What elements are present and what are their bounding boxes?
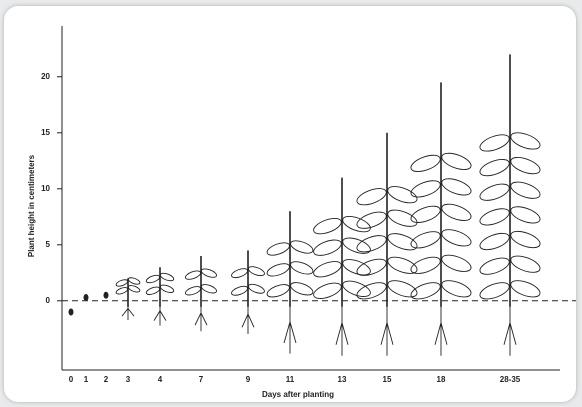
leaf xyxy=(356,258,387,276)
seed xyxy=(83,293,89,301)
roots xyxy=(434,300,448,356)
x-tick-label: 0 xyxy=(69,375,74,384)
leaf xyxy=(115,287,129,295)
leaf xyxy=(356,211,387,229)
leaf xyxy=(185,286,202,296)
leaf xyxy=(510,157,541,175)
y-tick-label: 20 xyxy=(41,72,50,81)
roots xyxy=(241,300,255,334)
x-tick-label: 4 xyxy=(158,375,163,384)
leaf xyxy=(441,203,472,221)
leaf xyxy=(313,217,342,235)
leaf xyxy=(247,266,265,277)
leaf xyxy=(441,254,472,272)
leaf xyxy=(410,205,441,223)
seed xyxy=(68,308,74,316)
leaf xyxy=(342,259,371,276)
roots xyxy=(194,300,208,332)
leaf xyxy=(127,285,141,293)
leaf xyxy=(231,285,249,296)
leaf xyxy=(356,282,387,300)
roots xyxy=(380,300,394,356)
x-axis-label: Days after planting xyxy=(262,390,334,399)
leaf xyxy=(410,256,441,274)
leaf xyxy=(410,180,441,198)
leaf xyxy=(387,256,418,274)
y-tick-label: 5 xyxy=(46,240,51,249)
x-tick-label: 11 xyxy=(286,375,295,384)
leaf xyxy=(356,188,387,206)
leaf xyxy=(342,215,371,233)
x-tick-label: 2 xyxy=(104,375,109,384)
seed xyxy=(103,291,109,299)
x-tick-label: 18 xyxy=(437,375,446,384)
leaf xyxy=(479,134,510,152)
leaf xyxy=(313,239,342,256)
leaf xyxy=(200,284,217,294)
y-tick-label: 10 xyxy=(41,184,50,193)
leaf xyxy=(410,231,441,249)
y-tick-label: 0 xyxy=(46,296,51,305)
chart: Plant height in centimeters Days after p… xyxy=(27,26,576,399)
leaf xyxy=(510,181,541,199)
leaf xyxy=(145,274,161,284)
leaf xyxy=(290,282,314,296)
leaf xyxy=(247,283,265,294)
leaf xyxy=(313,261,342,278)
leaf xyxy=(313,282,342,299)
x-tick-label: 7 xyxy=(199,375,204,384)
leaf xyxy=(145,286,161,295)
leaf xyxy=(479,232,510,251)
leaf xyxy=(479,208,510,226)
leaf xyxy=(410,282,441,300)
leaf xyxy=(387,280,418,298)
leaf xyxy=(479,282,510,300)
leaf xyxy=(441,178,472,196)
leaf xyxy=(479,257,510,275)
leaf xyxy=(441,152,472,170)
y-tick-label: 15 xyxy=(41,128,50,137)
roots xyxy=(503,300,517,356)
leaf xyxy=(342,280,371,297)
leaf xyxy=(441,280,472,298)
leaf xyxy=(115,279,129,287)
roots xyxy=(153,300,167,326)
leaf xyxy=(510,230,541,249)
leaf xyxy=(510,206,541,224)
leaf xyxy=(231,268,249,279)
leaf xyxy=(510,255,541,273)
leaf xyxy=(387,233,418,251)
leaf xyxy=(387,186,418,204)
leaf xyxy=(290,261,314,275)
leaf xyxy=(479,183,510,201)
leaf xyxy=(410,154,441,172)
leaf xyxy=(266,284,290,298)
x-tick-label: 3 xyxy=(126,375,131,384)
leaf xyxy=(441,229,472,247)
roots xyxy=(335,300,349,356)
x-tick-label: 9 xyxy=(246,375,251,384)
leaf xyxy=(479,159,510,177)
leaf xyxy=(185,270,202,280)
leaf xyxy=(510,132,541,150)
leaf xyxy=(159,284,175,293)
leaf xyxy=(387,209,418,227)
leaf xyxy=(266,263,290,277)
leaf xyxy=(356,235,387,253)
card: Plant height in centimeters Days after p… xyxy=(4,6,576,402)
x-tick-label: 1 xyxy=(84,375,89,384)
leaf xyxy=(266,242,290,256)
roots xyxy=(283,300,297,354)
roots xyxy=(121,300,135,320)
x-tick-label: 28-35 xyxy=(500,375,521,384)
y-axis-label: Plant height in centimeters xyxy=(27,154,36,257)
leaf xyxy=(200,268,217,278)
leaf xyxy=(159,272,175,282)
leaf xyxy=(290,240,314,254)
leaf xyxy=(510,280,541,298)
x-tick-label: 13 xyxy=(338,375,347,384)
leaf xyxy=(127,277,141,285)
x-tick-label: 15 xyxy=(383,375,392,384)
